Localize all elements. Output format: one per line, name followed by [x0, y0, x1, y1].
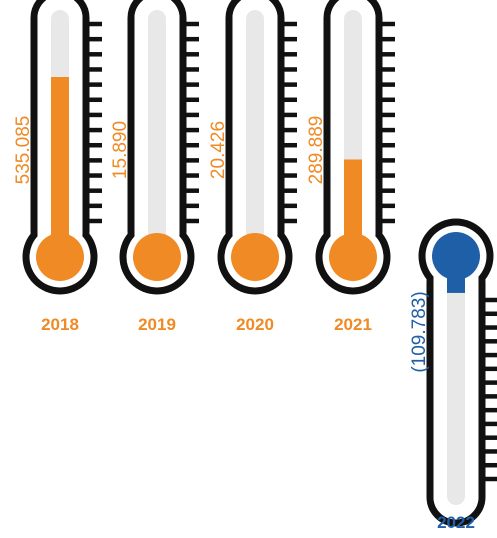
thermometer-2018: 535.085 2018 — [13, 0, 102, 334]
category-label-2021: 2021 — [334, 315, 372, 334]
value-label-2019: 15.890 — [110, 121, 131, 179]
bulb-fill — [231, 233, 279, 281]
thermometer-2020: 20.426 2020 — [208, 0, 297, 334]
category-label-2019: 2019 — [138, 315, 176, 334]
value-label-2018: 535.085 — [13, 116, 34, 185]
value-label-2020: 20.426 — [208, 121, 229, 179]
thermometer-2021: 289.889 2021 — [306, 0, 395, 334]
tube-fill-2021 — [344, 159, 362, 257]
tube-empty — [447, 256, 465, 505]
value-label-2021: 289.889 — [306, 116, 327, 185]
category-label-2022: 2022 — [437, 513, 475, 532]
thermometer-2019: 15.890 2019 — [110, 0, 199, 334]
bulb-fill — [133, 233, 181, 281]
tube-empty — [246, 10, 264, 257]
tube-fill-2018 — [51, 77, 69, 257]
tube-empty — [148, 10, 166, 257]
bulb-fill — [329, 233, 377, 281]
bulb-fill — [36, 233, 84, 281]
thermometer-2022: (109.783) 2022 — [409, 218, 497, 532]
thermometer-series: 535.085 2018 15.890 2019 20.426 2020 289.889 20… — [13, 0, 497, 532]
category-label-2020: 2020 — [236, 315, 274, 334]
category-label-2018: 2018 — [41, 315, 79, 334]
bulb-fill — [432, 232, 480, 280]
value-label-2022: (109.783) — [409, 291, 430, 372]
